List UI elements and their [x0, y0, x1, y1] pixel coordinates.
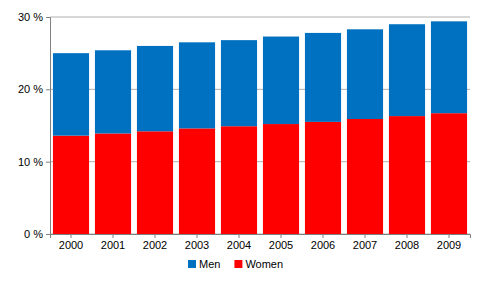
x-tick-label: 2004 — [227, 239, 251, 251]
chart: 0 %10 %20 %30 %2000200120022003200420052… — [0, 0, 482, 290]
x-tick: 2002 — [143, 234, 167, 251]
x-tick-label: 2001 — [101, 239, 125, 251]
y-tick-mark — [46, 162, 50, 163]
x-tick: 2006 — [311, 234, 335, 251]
x-tick-mark — [113, 234, 114, 238]
x-tick: 2000 — [59, 234, 83, 251]
x-tick: 2005 — [269, 234, 293, 251]
y-axis: 0 % 10 % 20 % 30 % — [18, 11, 51, 240]
x-tick: 2001 — [101, 234, 125, 251]
y-tick-mark — [46, 17, 50, 18]
bar — [179, 42, 215, 128]
bar — [179, 128, 215, 234]
x-tick-mark — [449, 234, 450, 238]
legend-swatch — [188, 260, 196, 268]
plot: 0 %10 %20 %30 %2000200120022003200420052… — [18, 11, 471, 251]
x-tick-mark — [71, 234, 72, 238]
x-tick-label: 2009 — [437, 239, 461, 251]
bar — [137, 131, 173, 234]
y-tick-mark — [46, 234, 50, 235]
x-tick-label: 2008 — [395, 239, 419, 251]
x-tick: 2009 — [437, 234, 461, 251]
y-axis-line — [46, 18, 51, 235]
x-tick: 2008 — [395, 234, 419, 251]
x-tick-mark — [365, 234, 366, 238]
bar — [347, 29, 383, 119]
x-tick-mark — [239, 234, 240, 238]
bar — [221, 126, 257, 234]
bar — [389, 24, 425, 116]
legend: Men Women — [188, 258, 283, 270]
grid — [50, 17, 470, 234]
bar — [53, 136, 89, 234]
bar — [389, 116, 425, 234]
legend-label: Men — [199, 258, 220, 270]
bar — [221, 40, 257, 126]
x-tick-mark — [323, 234, 324, 238]
x-axis: 2000 2001 2002 2003 2004 2005 2006 2007 2008 2009 — [51, 234, 471, 251]
bar — [431, 113, 467, 234]
legend-label: Women — [245, 258, 283, 270]
y-tick: 20 % — [18, 83, 50, 95]
y-tick: 0 % — [24, 228, 50, 240]
grid-line — [50, 17, 470, 18]
bar — [263, 37, 299, 125]
bar — [137, 46, 173, 131]
bar — [95, 133, 131, 234]
bar — [53, 53, 89, 135]
y-tick-label: 20 % — [18, 83, 43, 95]
x-tick: 2007 — [353, 234, 377, 251]
x-tick: 2003 — [185, 234, 209, 251]
x-tick-mark — [281, 234, 282, 238]
x-tick: 2004 — [227, 234, 251, 251]
x-tick-label: 2007 — [353, 239, 377, 251]
y-tick: 30 % — [18, 11, 50, 23]
bar — [431, 21, 467, 113]
x-tick-label: 2002 — [143, 239, 167, 251]
bar — [347, 119, 383, 234]
x-tick-label: 2003 — [185, 239, 209, 251]
y-tick-label: 0 % — [24, 228, 43, 240]
x-tick-label: 2006 — [311, 239, 335, 251]
bars — [53, 21, 467, 234]
y-tick: 10 % — [18, 156, 50, 168]
bar — [263, 124, 299, 234]
bar — [305, 33, 341, 122]
x-axis-line — [51, 235, 471, 239]
x-tick-mark — [407, 234, 408, 238]
x-tick-mark — [155, 234, 156, 238]
bar — [95, 50, 131, 133]
x-tick-mark — [197, 234, 198, 238]
y-tick-label: 30 % — [18, 11, 43, 23]
bar — [305, 122, 341, 234]
legend-swatch — [234, 260, 242, 268]
y-tick-mark — [46, 89, 50, 90]
x-tick-label: 2005 — [269, 239, 293, 251]
x-tick-label: 2000 — [59, 239, 83, 251]
y-tick-label: 10 % — [18, 156, 43, 168]
